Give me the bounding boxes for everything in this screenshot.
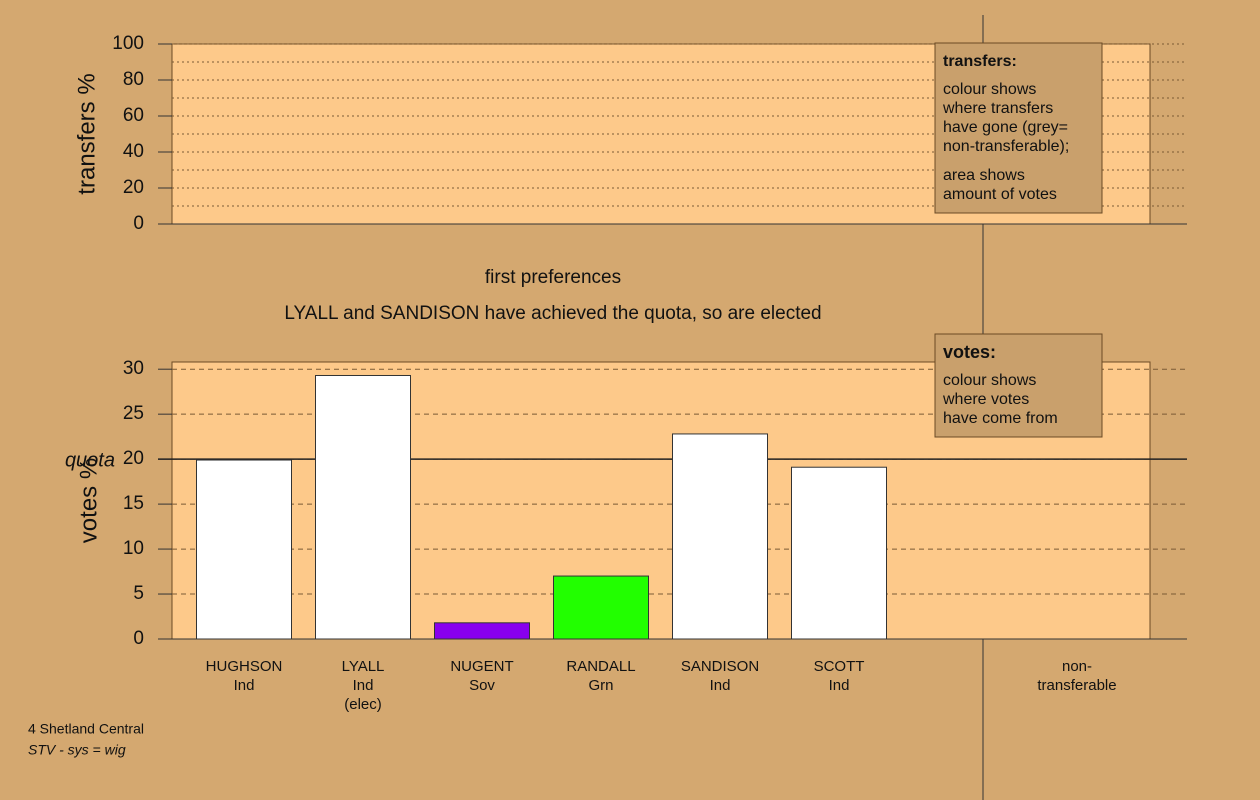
x-tick-label: NUGENT — [450, 658, 513, 675]
legend-text: amount of votes — [943, 186, 1057, 203]
bar — [315, 374, 411, 640]
y-tick-label: 20 — [123, 448, 144, 469]
legend-text: where transfers — [942, 100, 1053, 117]
x-tick-label: SCOTT — [814, 658, 865, 675]
y-tick-label: 0 — [133, 213, 144, 234]
bar — [553, 575, 649, 640]
legend-text: area shows — [943, 167, 1025, 184]
legend-title: transfers: — [943, 53, 1017, 70]
footer-line: 4 Shetland Central — [28, 721, 144, 737]
x-tick-label: Ind — [353, 677, 374, 694]
legend-box — [934, 333, 1103, 438]
bar — [791, 466, 887, 640]
bar — [434, 622, 530, 640]
quota-label: quota — [65, 449, 115, 471]
x-tick-label: transferable — [1037, 677, 1116, 694]
x-tick-label: Sov — [469, 677, 495, 694]
legend-title: votes: — [943, 342, 996, 362]
x-tick-label: RANDALL — [566, 658, 635, 675]
y-tick-label: 10 — [123, 538, 144, 559]
y-tick-label: 60 — [123, 105, 144, 126]
footer-line: STV - sys = wig — [28, 742, 126, 758]
x-tick-label: Ind — [234, 677, 255, 694]
legend-text: where votes — [942, 391, 1029, 408]
x-tick-label: non- — [1062, 658, 1092, 675]
legend-text: colour shows — [943, 81, 1036, 98]
y-tick-label: 30 — [123, 358, 144, 379]
x-tick-label: (elec) — [344, 696, 382, 713]
y-axis-label: votes % — [75, 458, 102, 543]
y-tick-label: 25 — [123, 403, 144, 424]
status-message: LYALL and SANDISON have achieved the quo… — [284, 303, 821, 324]
x-tick-label: Ind — [710, 677, 731, 694]
x-tick-label: LYALL — [342, 658, 385, 675]
legend-box — [934, 42, 1103, 214]
legend-text: colour shows — [943, 372, 1036, 389]
legend-text: have come from — [943, 410, 1058, 427]
x-tick-label: Ind — [829, 677, 850, 694]
bar — [672, 433, 768, 640]
bar — [196, 459, 292, 640]
x-tick-label: Grn — [588, 677, 613, 694]
y-tick-label: 5 — [133, 583, 144, 604]
x-tick-label: SANDISON — [681, 658, 759, 675]
y-tick-label: 0 — [133, 628, 144, 649]
y-tick-label: 15 — [123, 493, 144, 514]
y-tick-label: 20 — [123, 177, 144, 198]
chart-title: first preferences — [485, 267, 621, 288]
x-tick-label: HUGHSON — [206, 658, 283, 675]
legend-text: have gone (grey= — [943, 119, 1068, 136]
y-tick-label: 100 — [112, 33, 144, 54]
y-tick-label: 80 — [123, 69, 144, 90]
y-tick-label: 40 — [123, 141, 144, 162]
y-axis-label: transfers % — [73, 73, 100, 194]
legend-text: non-transferable); — [943, 138, 1069, 155]
